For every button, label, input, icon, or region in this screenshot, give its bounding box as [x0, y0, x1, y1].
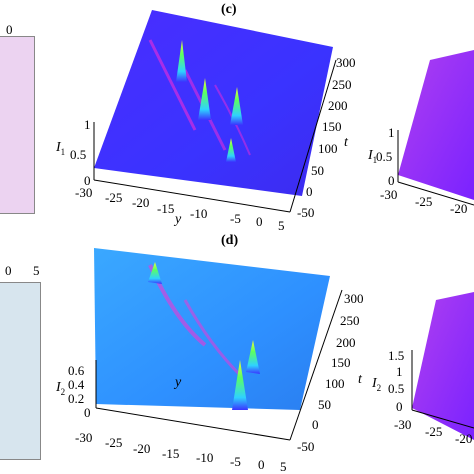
trail-c-1 — [148, 39, 197, 131]
rt-y-tick: -30 — [380, 187, 398, 202]
d-z-tick: 0 — [84, 405, 91, 420]
surface-d — [94, 248, 330, 410]
panel-label-c: (c) — [221, 2, 237, 17]
c-y-tick: -30 — [75, 185, 93, 200]
rb-z-tick: 0 — [396, 399, 403, 414]
c-t-tick: 50 — [311, 163, 324, 178]
d-y-tick: -10 — [196, 450, 214, 465]
peak-c-4 — [226, 138, 236, 162]
d-z-tick: 0.4 — [68, 377, 85, 392]
c-y-tick: -20 — [132, 195, 150, 210]
c-z-axis-title: I1 — [56, 140, 66, 157]
c-t-tick: 300 — [336, 55, 356, 70]
left-top-tick-0: 0 — [6, 22, 13, 37]
d-y-tick: -20 — [133, 441, 151, 456]
d-t-tick: 300 — [344, 291, 364, 306]
d-y-tick: 0 — [258, 457, 265, 472]
surface-c — [94, 10, 333, 196]
d-t-tick: -50 — [297, 439, 315, 454]
c-y-axis-title: y — [175, 212, 182, 227]
left-bottom-tick-5: 5 — [33, 263, 40, 278]
peak-c-3 — [230, 87, 243, 125]
peak-c-2 — [198, 78, 211, 120]
rb-z-axis-title: I2 — [372, 376, 382, 393]
rb-y-tick: -30 — [394, 417, 412, 432]
surface-right-bottom — [412, 292, 474, 440]
peak-d-1 — [148, 262, 162, 284]
peak-d-3 — [232, 360, 248, 410]
rt-z-tick: 1 — [388, 125, 395, 140]
c-t-tick: 150 — [322, 119, 342, 134]
c-y-tick: -10 — [190, 206, 208, 221]
rt-y-tick: -20 — [450, 201, 468, 216]
rt-z-axis-title: I1 — [368, 148, 378, 165]
c-t-tick: 100 — [318, 141, 338, 156]
peak-d-2 — [246, 340, 260, 374]
rb-z-tick: 1 — [396, 364, 403, 379]
c-y-tick: 0 — [256, 214, 263, 229]
c-t-axis-title: t — [344, 135, 348, 150]
rb-z-tick: 1.5 — [388, 348, 405, 363]
c-y-tick: 5 — [278, 218, 285, 233]
d-y-tick: -30 — [75, 430, 93, 445]
rt-z-tick: 0.5 — [376, 149, 393, 164]
rt-z-tick: 0 — [388, 173, 395, 188]
d-t-tick: 150 — [331, 355, 351, 370]
rb-y-tick: -20 — [455, 431, 473, 446]
c-t-tick: 200 — [328, 98, 348, 113]
d-y-tick: -25 — [105, 435, 123, 450]
c-t-tick: 250 — [332, 77, 352, 92]
left-top-plot — [0, 36, 35, 214]
d-y-tick: 5 — [280, 459, 287, 474]
d-t-tick: 200 — [336, 335, 356, 350]
c-y-tick: -25 — [105, 190, 123, 205]
c-y-tick: -5 — [230, 211, 241, 226]
d-z-tick: 0.6 — [68, 363, 85, 378]
d-t-tick: 0 — [312, 417, 319, 432]
rb-z-tick: 0.5 — [388, 381, 405, 396]
c-z-tick: 1 — [84, 117, 91, 132]
d-z-axis-title: I2 — [56, 380, 66, 397]
c-t-tick: 0 — [306, 184, 313, 199]
peak-c-1 — [176, 40, 187, 82]
left-bottom-tick-0: 0 — [5, 263, 12, 278]
c-y-tick: -15 — [157, 201, 175, 216]
d-t-tick: 100 — [325, 376, 345, 391]
rb-y-tick: -25 — [425, 424, 443, 439]
surface-right-top — [398, 50, 474, 200]
d-z-tick: 0.2 — [68, 391, 85, 406]
d-y-tick: -15 — [162, 446, 180, 461]
c-z-tick: 0.5 — [70, 147, 87, 162]
c-z-tick: 0 — [84, 173, 91, 188]
d-y-tick: -5 — [230, 454, 241, 469]
trail-d-2 — [183, 299, 242, 377]
panel-label-d: (d) — [221, 233, 239, 248]
rt-y-tick: -25 — [415, 194, 433, 209]
c-t-tick: -50 — [297, 205, 315, 220]
d-t-tick: 250 — [340, 313, 360, 328]
left-bottom-plot — [0, 282, 41, 460]
d-t-axis-title: t — [358, 372, 362, 387]
d-t-tick: 50 — [318, 397, 331, 412]
d-y-axis-title: y — [175, 375, 182, 390]
